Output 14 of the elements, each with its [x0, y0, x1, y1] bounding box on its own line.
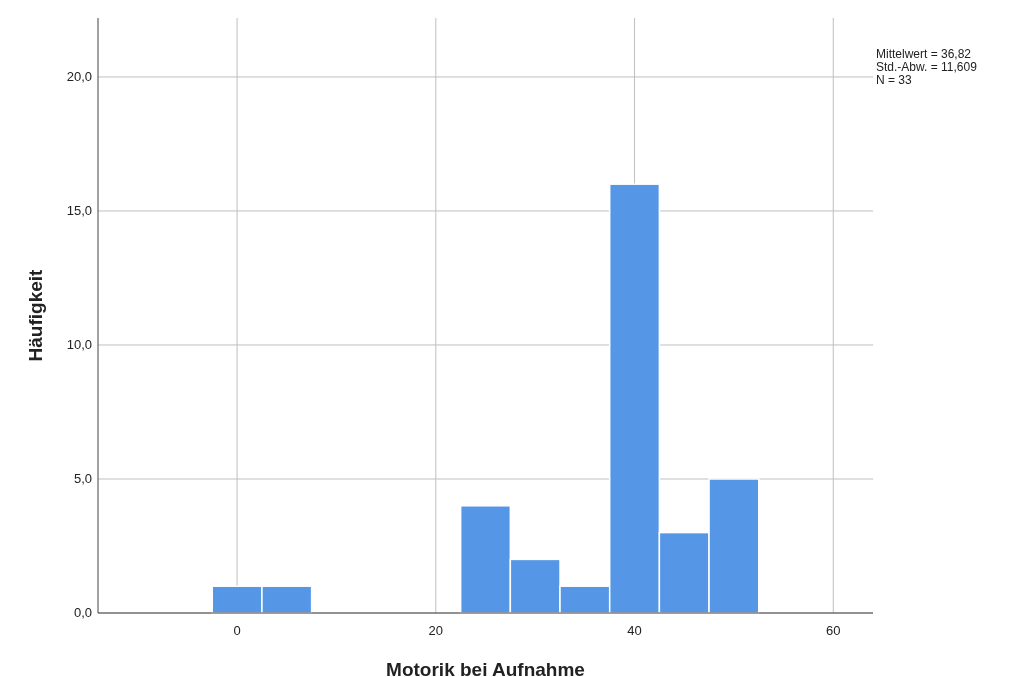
y-tick-label: 5,0: [73, 470, 92, 486]
x-axis-title: Motorik bei Aufnahme: [386, 659, 585, 677]
text: Std.-Abw. = 11,609: [876, 60, 978, 74]
x-tick-label: 60: [826, 623, 841, 638]
x-tick-label: 0: [233, 623, 241, 638]
x-tick-label: 40: [627, 623, 642, 638]
y-tick-label: 0,0: [73, 605, 92, 620]
x-tick-label: 20: [428, 623, 444, 638]
text: N = 33: [876, 73, 913, 87]
y-tick-label: 20,0: [66, 68, 92, 84]
y-tick-label: 10,0: [66, 336, 92, 352]
y-tick-label: 15,0: [66, 202, 92, 218]
text: Mittelwert = 36,82: [876, 47, 972, 61]
y-axis-title: Häufigkeit: [25, 268, 46, 362]
